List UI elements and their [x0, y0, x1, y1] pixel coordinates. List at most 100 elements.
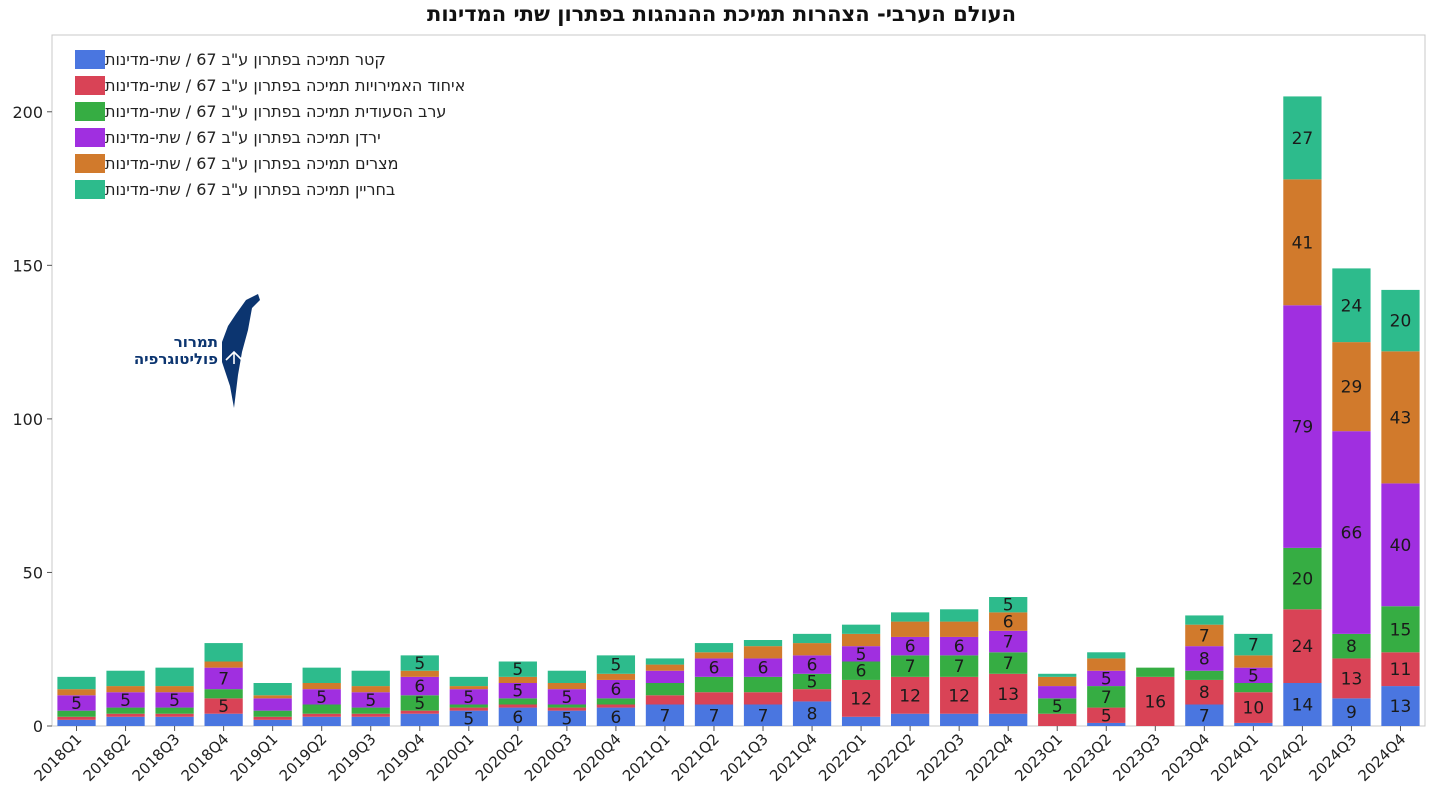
data-label: 5 [610, 656, 621, 676]
x-tick-label: 2023Q4 [1158, 730, 1213, 785]
data-label: 5 [463, 688, 474, 708]
bar-segment [695, 692, 733, 704]
legend-swatch [75, 50, 105, 69]
bar-segment [450, 686, 488, 689]
x-tick-label: 2021Q4 [766, 730, 821, 785]
data-label: 20 [1390, 312, 1412, 332]
bar-segment [303, 714, 341, 717]
data-label: 20 [1292, 570, 1314, 590]
x-tick-label: 2018Q4 [178, 730, 233, 785]
legend-item: ירדן תמיכה בפתרון ע"ב 67 / שתי-מדינות [75, 124, 471, 150]
legend-label: ערב הסעודית תמיכה בפתרון ע"ב 67 / שתי-מד… [105, 102, 446, 121]
data-label: 9 [1346, 703, 1357, 723]
data-label: 7 [218, 669, 229, 689]
bar-segment [155, 686, 193, 692]
legend-swatch [75, 180, 105, 199]
bar-segment [57, 677, 95, 689]
x-tick-label: 2019Q3 [325, 730, 380, 785]
x-tick-label: 2018Q3 [129, 730, 184, 785]
bar-segment [989, 714, 1027, 726]
bar-segment [1038, 686, 1076, 698]
x-tick-label: 2022Q1 [815, 730, 870, 785]
x-tick-label: 2024Q2 [1256, 730, 1311, 785]
bar-segment [842, 717, 880, 726]
bar-segment [352, 714, 390, 717]
x-tick-label: 2020Q2 [472, 730, 527, 785]
x-tick-label: 2023Q2 [1060, 730, 1115, 785]
x-tick-label: 2019Q2 [276, 730, 331, 785]
x-tick-label: 2021Q2 [668, 730, 723, 785]
data-label: 5 [1101, 706, 1112, 726]
x-tick-label: 2022Q2 [864, 730, 919, 785]
data-label: 7 [660, 706, 671, 726]
y-tick-label: 0 [33, 717, 43, 736]
bar-segment [1087, 652, 1125, 658]
data-label: 13 [1390, 697, 1412, 717]
data-label: 5 [1003, 596, 1014, 616]
data-label: 40 [1390, 536, 1412, 556]
bar-segment [695, 643, 733, 652]
legend-label: איחוד האמירויות תמיכה בפתרון ע"ב 67 / שת… [105, 76, 465, 95]
bar-segment [891, 622, 929, 637]
data-label: 12 [850, 689, 872, 709]
bar-segment [106, 671, 144, 686]
legend-label: בחריין תמיכה בפתרון ע"ב 67 / שתי-מדינות [105, 180, 395, 199]
bar-segment [352, 671, 390, 686]
bar-segment [254, 683, 292, 695]
bar-segment [57, 689, 95, 695]
y-tick-label: 150 [12, 256, 43, 275]
bar-segment [891, 714, 929, 726]
bar-segment [155, 717, 193, 726]
data-label: 7 [954, 657, 965, 677]
bar-segment [450, 708, 488, 711]
data-label: 12 [899, 686, 921, 706]
bar-segment [303, 717, 341, 726]
bar-segment [401, 714, 439, 726]
data-label: 5 [316, 688, 327, 708]
data-label: 6 [807, 656, 818, 676]
legend: קטר תמיכה בפתרון ע"ב 67 / שתי-מדינות איח… [75, 46, 471, 202]
data-label: 14 [1292, 696, 1314, 716]
data-label: 6 [905, 637, 916, 657]
bar-segment [793, 634, 831, 643]
bar-segment [646, 683, 684, 695]
x-tick-label: 2024Q4 [1354, 730, 1409, 785]
bar-segment [254, 698, 292, 710]
data-label: 6 [414, 677, 425, 697]
bar-segment [940, 622, 978, 637]
data-label: 27 [1292, 129, 1314, 149]
bar-segment [205, 643, 243, 661]
bar-segment [205, 662, 243, 668]
bar-segment [303, 683, 341, 689]
data-label: 7 [758, 706, 769, 726]
data-label: 6 [954, 637, 965, 657]
x-tick-label: 2019Q1 [227, 730, 282, 785]
bar-segment [744, 692, 782, 704]
bar-segment [793, 643, 831, 655]
data-label: 7 [1199, 626, 1210, 646]
bar-segment [155, 714, 193, 717]
x-tick-label: 2021Q1 [619, 730, 674, 785]
bar-segment [254, 720, 292, 726]
data-label: 5 [120, 691, 131, 711]
bar-segment [254, 717, 292, 720]
bar-segment [695, 652, 733, 658]
bar-segment [1087, 658, 1125, 670]
logo: תמרור פוליטוגרפיה [110, 290, 280, 415]
legend-item: קטר תמיכה בפתרון ע"ב 67 / שתי-מדינות [75, 46, 471, 72]
data-label: 12 [948, 686, 970, 706]
bar-segment [842, 625, 880, 634]
bar-segment [1234, 723, 1272, 726]
data-label: 41 [1292, 233, 1314, 253]
data-label: 11 [1390, 660, 1412, 680]
bar-segment [891, 612, 929, 621]
data-label: 5 [561, 688, 572, 708]
data-label: 66 [1341, 524, 1363, 544]
legend-label: קטר תמיכה בפתרון ע"ב 67 / שתי-מדינות [105, 50, 386, 69]
bar-segment [57, 717, 95, 720]
legend-item: ערב הסעודית תמיכה בפתרון ע"ב 67 / שתי-מד… [75, 98, 471, 124]
data-label: 29 [1341, 378, 1363, 398]
bar-segment [695, 677, 733, 692]
data-label: 5 [169, 691, 180, 711]
data-label: 5 [1101, 669, 1112, 689]
